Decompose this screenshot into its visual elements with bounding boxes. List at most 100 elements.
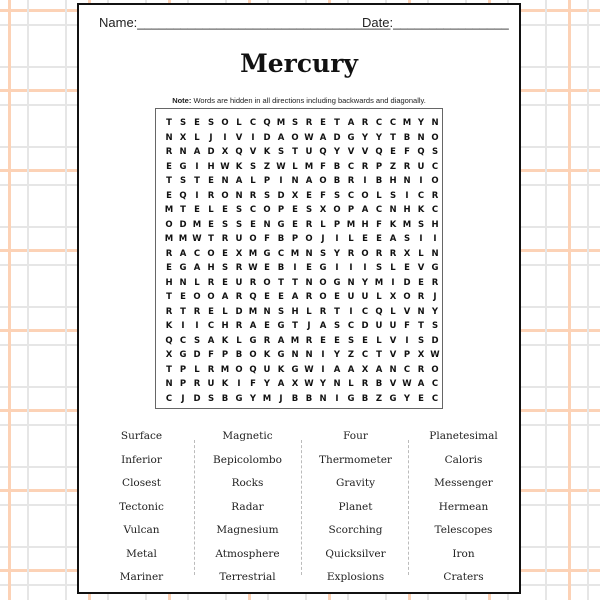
grid-letter[interactable]: C bbox=[403, 364, 411, 375]
grid-letter[interactable]: N bbox=[431, 118, 439, 128]
grid-letter[interactable]: W bbox=[304, 364, 314, 375]
grid-letter[interactable]: C bbox=[179, 335, 187, 346]
grid-letter[interactable]: N bbox=[431, 248, 439, 259]
grid-letter[interactable]: C bbox=[431, 205, 439, 215]
grid-letter[interactable]: W bbox=[430, 350, 440, 360]
grid-letter[interactable]: J bbox=[321, 234, 325, 244]
grid-letter[interactable]: L bbox=[208, 205, 214, 215]
grid-letter[interactable]: W bbox=[304, 379, 314, 389]
grid-letter[interactable]: O bbox=[361, 190, 369, 201]
grid-letter[interactable]: G bbox=[319, 263, 327, 273]
grid-letter[interactable]: K bbox=[417, 205, 425, 215]
grid-letter[interactable]: N bbox=[263, 306, 271, 317]
grid-letter[interactable]: Q bbox=[179, 190, 187, 201]
grid-letter[interactable]: E bbox=[166, 190, 172, 201]
grid-letter[interactable]: R bbox=[347, 248, 355, 259]
grid-letter[interactable]: R bbox=[319, 306, 327, 317]
grid-letter[interactable]: D bbox=[333, 132, 341, 143]
grid-letter[interactable]: E bbox=[334, 335, 340, 346]
grid-letter[interactable]: O bbox=[165, 219, 173, 230]
grid-letter[interactable]: X bbox=[417, 350, 425, 360]
grid-letter[interactable]: A bbox=[417, 379, 425, 389]
grid-letter[interactable]: I bbox=[335, 234, 339, 244]
grid-letter[interactable]: R bbox=[193, 379, 201, 389]
grid-letter[interactable]: R bbox=[165, 306, 173, 317]
grid-letter[interactable]: E bbox=[222, 277, 228, 288]
grid-letter[interactable]: V bbox=[389, 335, 397, 346]
grid-letter[interactable]: F bbox=[264, 234, 270, 244]
grid-letter[interactable]: U bbox=[235, 234, 243, 244]
grid-letter[interactable]: V bbox=[347, 147, 355, 157]
grid-letter[interactable]: W bbox=[248, 263, 258, 273]
grid-letter[interactable]: O bbox=[263, 205, 271, 215]
grid-letter[interactable]: H bbox=[165, 277, 173, 288]
grid-letter[interactable]: S bbox=[193, 335, 201, 346]
grid-letter[interactable]: S bbox=[375, 263, 383, 273]
grid-letter[interactable]: B bbox=[291, 393, 299, 404]
grid-letter[interactable]: D bbox=[179, 219, 187, 230]
grid-letter[interactable]: A bbox=[347, 364, 355, 375]
grid-letter[interactable]: M bbox=[402, 219, 412, 230]
grid-letter[interactable]: P bbox=[375, 161, 383, 172]
grid-letter[interactable]: J bbox=[209, 132, 213, 143]
grid-letter[interactable]: A bbox=[193, 147, 201, 157]
grid-letter[interactable]: F bbox=[320, 161, 326, 172]
grid-letter[interactable]: A bbox=[319, 321, 327, 331]
grid-letter[interactable]: H bbox=[291, 306, 299, 317]
grid-letter[interactable]: S bbox=[305, 205, 313, 215]
grid-letter[interactable]: X bbox=[291, 379, 299, 389]
grid-letter[interactable]: E bbox=[166, 161, 172, 172]
grid-letter[interactable]: G bbox=[179, 161, 187, 172]
grid-letter[interactable]: B bbox=[235, 350, 243, 360]
grid-letter[interactable]: E bbox=[306, 190, 312, 201]
grid-letter[interactable]: P bbox=[263, 176, 271, 186]
grid-letter[interactable]: F bbox=[208, 350, 214, 360]
grid-letter[interactable]: I bbox=[405, 190, 409, 201]
grid-letter[interactable]: M bbox=[346, 219, 356, 230]
grid-letter[interactable]: I bbox=[251, 132, 255, 143]
grid-letter[interactable]: Q bbox=[235, 147, 243, 157]
grid-letter[interactable]: X bbox=[389, 292, 397, 302]
grid-letter[interactable]: R bbox=[403, 161, 411, 172]
grid-letter[interactable]: B bbox=[277, 234, 285, 244]
grid-letter[interactable]: R bbox=[235, 292, 243, 302]
grid-letter[interactable]: C bbox=[375, 118, 383, 128]
grid-letter[interactable]: I bbox=[405, 335, 409, 346]
grid-letter[interactable]: B bbox=[277, 263, 285, 273]
grid-letter[interactable]: U bbox=[305, 147, 313, 157]
grid-letter[interactable]: M bbox=[262, 393, 272, 404]
grid-letter[interactable]: M bbox=[178, 234, 188, 244]
grid-letter[interactable]: B bbox=[221, 393, 229, 404]
grid-letter[interactable]: R bbox=[165, 248, 173, 259]
grid-letter[interactable]: N bbox=[179, 147, 187, 157]
grid-letter[interactable]: K bbox=[235, 161, 243, 172]
grid-letter[interactable]: C bbox=[375, 205, 383, 215]
grid-letter[interactable]: A bbox=[361, 205, 369, 215]
grid-letter[interactable]: D bbox=[193, 350, 201, 360]
grid-letter[interactable]: S bbox=[347, 335, 355, 346]
grid-letter[interactable]: N bbox=[417, 306, 425, 317]
grid-letter[interactable]: C bbox=[207, 321, 215, 331]
grid-letter[interactable]: N bbox=[305, 350, 313, 360]
grid-letter[interactable]: H bbox=[431, 219, 439, 230]
grid-letter[interactable]: Z bbox=[389, 161, 397, 172]
grid-letter[interactable]: T bbox=[180, 205, 186, 215]
grid-letter[interactable]: E bbox=[264, 292, 270, 302]
grid-letter[interactable]: L bbox=[348, 379, 354, 389]
grid-letter[interactable]: S bbox=[417, 219, 425, 230]
grid-letter[interactable]: O bbox=[431, 132, 439, 143]
grid-letter[interactable]: I bbox=[433, 234, 437, 244]
grid-letter[interactable]: X bbox=[235, 248, 243, 259]
grid-letter[interactable]: M bbox=[192, 219, 202, 230]
grid-letter[interactable]: M bbox=[164, 205, 174, 215]
grid-letter[interactable]: Y bbox=[403, 393, 411, 404]
grid-letter[interactable]: Q bbox=[319, 147, 327, 157]
grid-letter[interactable]: S bbox=[207, 393, 215, 404]
grid-letter[interactable]: A bbox=[347, 118, 355, 128]
grid-letter[interactable]: Q bbox=[249, 292, 257, 302]
grid-letter[interactable]: W bbox=[304, 132, 314, 143]
grid-letter[interactable]: L bbox=[194, 364, 200, 375]
grid-letter[interactable]: T bbox=[292, 147, 298, 157]
grid-letter[interactable]: S bbox=[207, 118, 215, 128]
grid-letter[interactable]: A bbox=[375, 364, 383, 375]
